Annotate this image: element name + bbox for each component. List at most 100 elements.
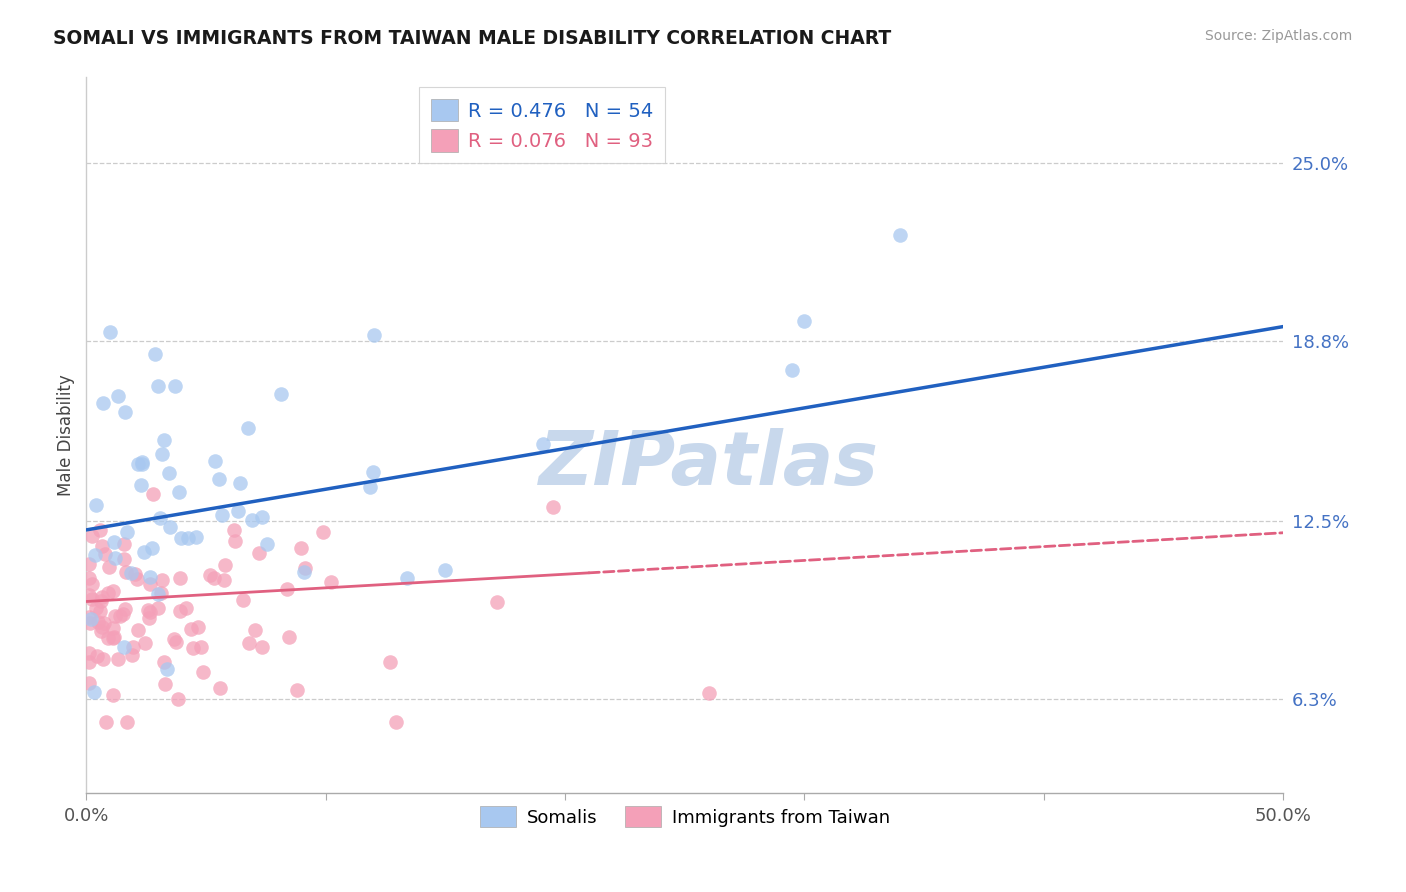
- Point: [138, 611, 160, 625]
- Point: [94, 714, 117, 729]
- Point: [156, 662, 179, 676]
- Point: [380, 655, 402, 669]
- Point: [104, 608, 127, 623]
- Point: [250, 510, 273, 524]
- Point: [93, 615, 115, 630]
- Point: [485, 594, 508, 608]
- Point: [294, 560, 316, 574]
- Point: [159, 520, 181, 534]
- Point: [170, 531, 193, 545]
- Point: [434, 563, 457, 577]
- Point: [101, 584, 124, 599]
- Point: [222, 523, 245, 537]
- Point: [104, 551, 127, 566]
- Point: [91, 652, 114, 666]
- Point: [129, 478, 152, 492]
- Point: [208, 472, 231, 486]
- Point: [236, 421, 259, 435]
- Point: [82, 577, 104, 591]
- Point: [146, 600, 169, 615]
- Point: [150, 586, 173, 600]
- Point: [115, 714, 138, 729]
- Point: [114, 405, 136, 419]
- Point: [150, 573, 173, 587]
- Point: [395, 571, 418, 585]
- Point: [290, 541, 312, 555]
- Point: [77, 646, 100, 660]
- Point: [174, 601, 197, 615]
- Text: SOMALI VS IMMIGRANTS FROM TAIWAN MALE DISABILITY CORRELATION CHART: SOMALI VS IMMIGRANTS FROM TAIWAN MALE DI…: [53, 29, 891, 47]
- Point: [90, 540, 112, 554]
- Point: [131, 455, 153, 469]
- Point: [782, 362, 804, 376]
- Point: [115, 524, 138, 539]
- Point: [114, 601, 136, 615]
- Point: [93, 396, 115, 410]
- Point: [292, 566, 315, 580]
- Point: [148, 379, 170, 393]
- Point: [150, 447, 173, 461]
- Point: [211, 508, 233, 522]
- Point: [169, 604, 191, 618]
- Point: [148, 587, 170, 601]
- Point: [541, 500, 564, 514]
- Point: [112, 552, 135, 566]
- Point: [121, 648, 143, 662]
- Point: [107, 389, 129, 403]
- Legend: Somalis, Immigrants from Taiwan: Somalis, Immigrants from Taiwan: [472, 799, 897, 834]
- Point: [232, 592, 254, 607]
- Point: [208, 681, 231, 696]
- Point: [77, 655, 100, 669]
- Point: [163, 378, 186, 392]
- Point: [285, 683, 308, 698]
- Point: [198, 568, 221, 582]
- Point: [90, 620, 112, 634]
- Point: [103, 534, 125, 549]
- Point: [385, 714, 408, 729]
- Point: [131, 457, 153, 471]
- Point: [312, 525, 335, 540]
- Point: [889, 227, 911, 242]
- Point: [180, 623, 202, 637]
- Point: [111, 607, 134, 621]
- Point: [103, 630, 125, 644]
- Point: [149, 511, 172, 525]
- Point: [204, 454, 226, 468]
- Point: [167, 691, 190, 706]
- Point: [167, 485, 190, 500]
- Point: [250, 640, 273, 655]
- Point: [142, 487, 165, 501]
- Point: [214, 558, 236, 573]
- Point: [83, 685, 105, 699]
- Point: [359, 479, 381, 493]
- Point: [84, 498, 107, 512]
- Point: [143, 347, 166, 361]
- Point: [103, 621, 125, 635]
- Point: [363, 465, 385, 479]
- Point: [141, 541, 163, 555]
- Point: [77, 588, 100, 602]
- Point: [157, 466, 180, 480]
- Point: [229, 476, 252, 491]
- Point: [190, 640, 212, 654]
- Point: [247, 546, 270, 560]
- Point: [242, 513, 264, 527]
- Point: [84, 601, 107, 615]
- Point: [214, 573, 236, 587]
- Point: [321, 575, 343, 590]
- Point: [184, 530, 207, 544]
- Point: [98, 560, 121, 574]
- Point: [153, 676, 176, 690]
- Point: [80, 592, 103, 607]
- Point: [112, 640, 135, 654]
- Point: [256, 537, 278, 551]
- Point: [181, 641, 204, 656]
- Point: [153, 433, 176, 447]
- Point: [363, 328, 385, 343]
- Point: [103, 632, 125, 646]
- Point: [98, 325, 121, 339]
- Point: [165, 635, 187, 649]
- Point: [97, 586, 120, 600]
- Point: [136, 603, 159, 617]
- Point: [228, 503, 250, 517]
